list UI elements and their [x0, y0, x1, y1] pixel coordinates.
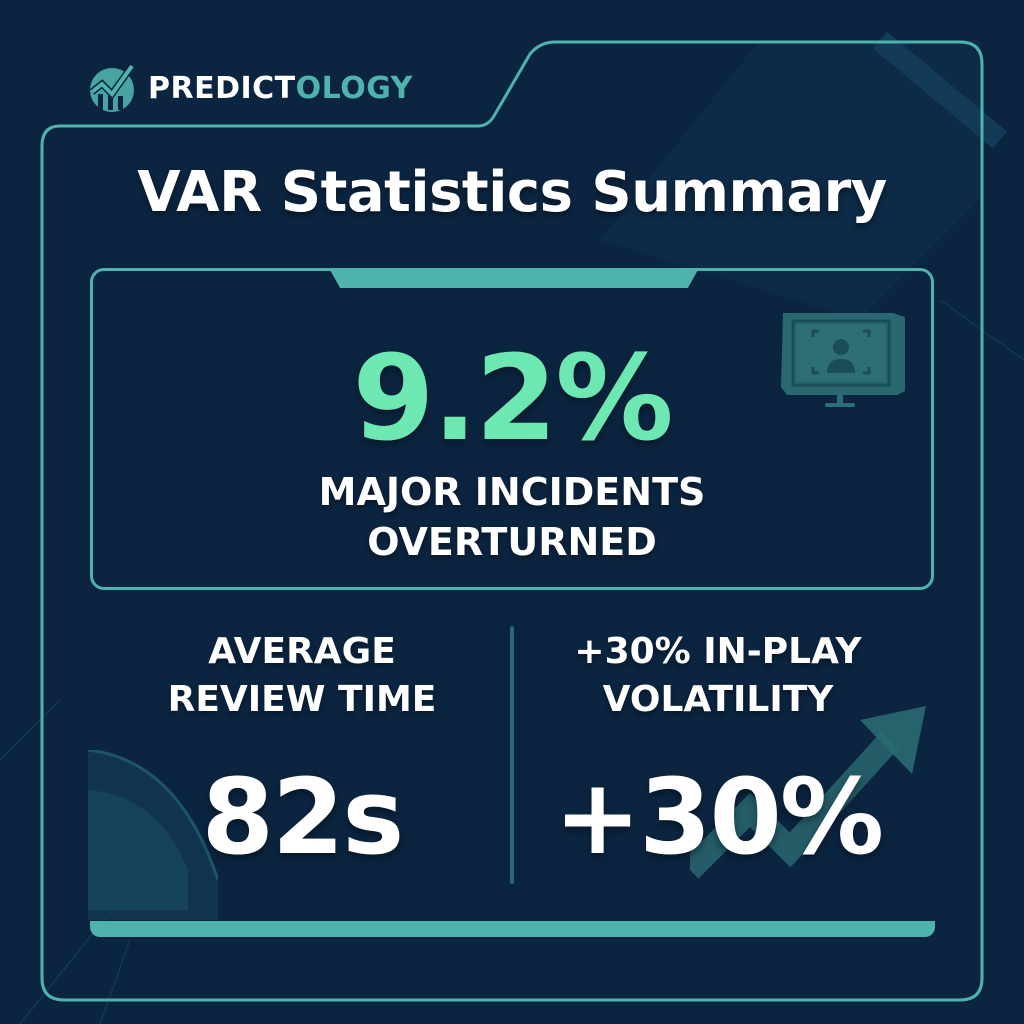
- brand-name: PREDICTOLOGY: [148, 71, 413, 106]
- stat-label-line2: REVIEW TIME: [167, 679, 437, 720]
- stat-label-line2: VOLATILITY: [602, 679, 834, 720]
- gauge-icon: [88, 750, 218, 920]
- stat-label: AVERAGE REVIEW TIME: [92, 628, 512, 724]
- stats-divider: [510, 626, 514, 884]
- stat-in-play-volatility: +30% IN-PLAY VOLATILITY +30%: [508, 628, 928, 878]
- hero-label-line2: OVERTURNED: [367, 520, 657, 564]
- trend-arrow-icon: [690, 706, 926, 879]
- var-monitor-icon: [781, 313, 905, 407]
- stat-label-line1: +30% IN-PLAY: [574, 631, 862, 672]
- brand-logo: PREDICTOLOGY: [86, 60, 413, 116]
- stat-value: +30%: [553, 756, 884, 878]
- bottom-accent-bar: [90, 921, 935, 937]
- hero-card-tab: [329, 268, 699, 288]
- brand-name-primary: PREDICT: [148, 70, 296, 106]
- hero-stat-card: 9.2% MAJOR INCIDENTS OVERTURNED: [90, 268, 934, 590]
- chart-check-logo-icon: [89, 63, 135, 112]
- hero-label: MAJOR INCIDENTS OVERTURNED: [93, 467, 931, 567]
- page-title: VAR Statistics Summary: [137, 160, 887, 225]
- stat-value: 82s: [201, 756, 405, 878]
- brand-name-accent: OLOGY: [295, 70, 413, 106]
- hero-value: 9.2%: [352, 329, 673, 467]
- hero-label-line1: MAJOR INCIDENTS: [318, 470, 706, 514]
- stat-average-review-time: AVERAGE REVIEW TIME 82s: [92, 628, 512, 878]
- stat-label-line1: AVERAGE: [208, 631, 396, 672]
- stat-label: +30% IN-PLAY VOLATILITY: [508, 628, 928, 724]
